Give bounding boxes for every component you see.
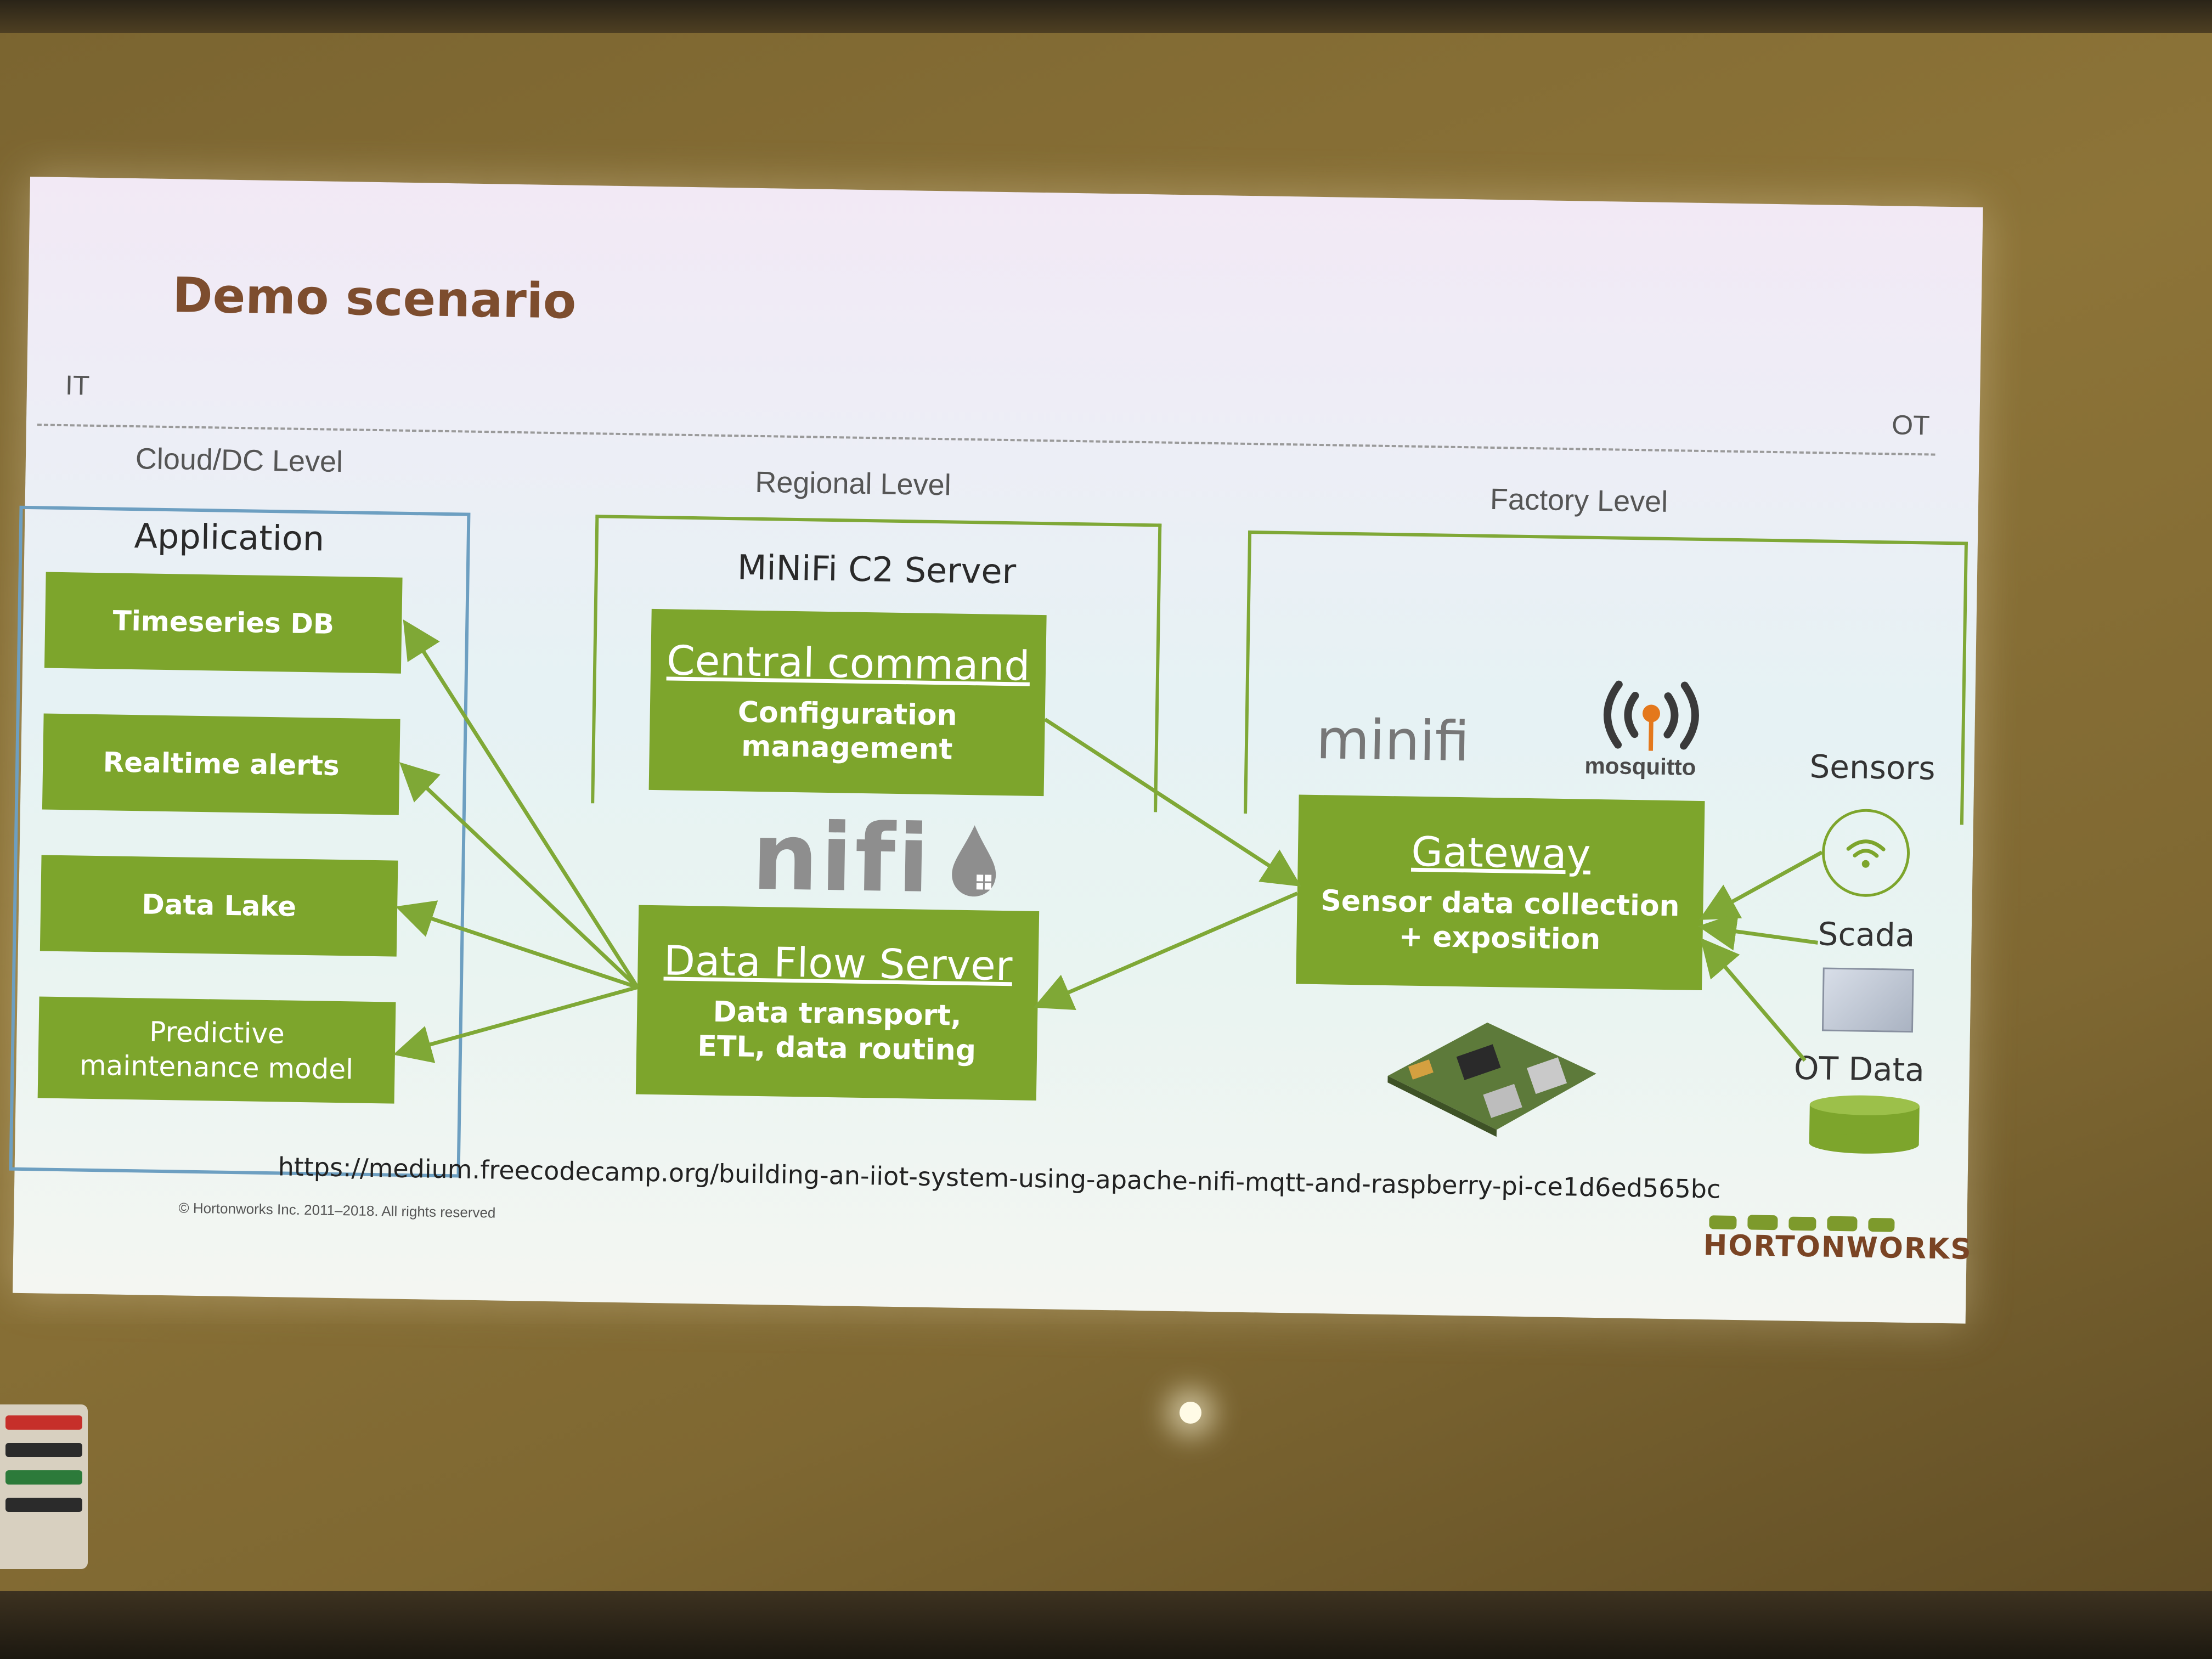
black-marker-2 (5, 1498, 82, 1512)
arrow-sensors-to-gateway (1699, 850, 1823, 920)
red-marker (5, 1415, 82, 1430)
connection-arrows (393, 619, 1823, 1063)
arrow-to-predictive-model (393, 985, 638, 1063)
projected-slide: Demo scenario IT OT Cloud/DC Level Regio… (9, 177, 1983, 1324)
mosquitto-antenna-icon (1603, 680, 1699, 751)
wall-bottom (0, 1591, 2212, 1659)
raspberry-pi-board-image (1387, 1022, 1596, 1137)
marker-tray (0, 1404, 88, 1569)
black-marker (5, 1443, 82, 1457)
green-marker (5, 1470, 82, 1485)
nifi-drop-icon (952, 825, 996, 897)
hortonworks-logo: HORTONWORKS (1703, 1229, 1973, 1266)
arrow-gateway-to-dataflow (1033, 891, 1299, 1010)
arrow-otdata-to-gateway (1700, 938, 1807, 1062)
wifi-icon (1846, 839, 1886, 868)
arrow-to-data-lake (395, 900, 639, 989)
hortonworks-elephants-logo (1709, 1215, 1895, 1232)
arrow-scada-to-gateway (1698, 912, 1818, 951)
arrow-command-to-gateway (1043, 718, 1301, 887)
sensor-circle (1821, 808, 1911, 898)
light-reflection (1180, 1402, 1201, 1424)
wall-top (0, 0, 2212, 33)
arrow-to-timeseries-db (403, 619, 639, 989)
database-cylinder-icon (1809, 1095, 1920, 1154)
arrow-to-realtime-alerts (399, 762, 639, 989)
